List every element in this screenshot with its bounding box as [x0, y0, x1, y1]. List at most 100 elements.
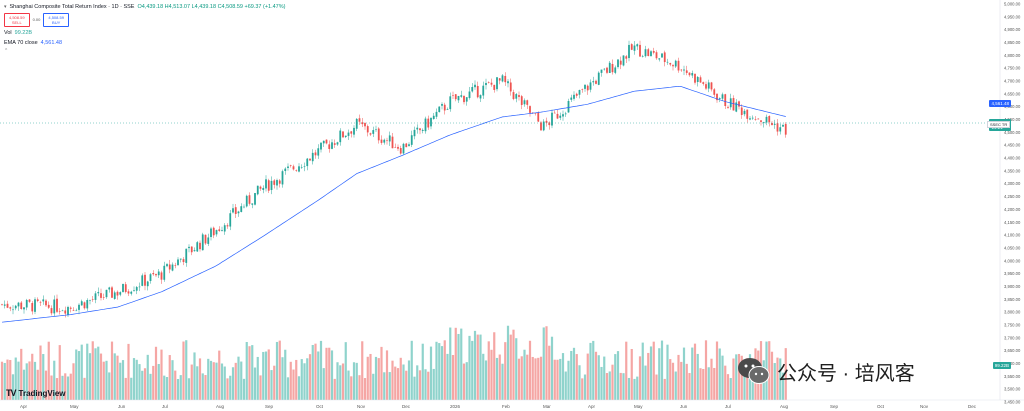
candle-body [328, 144, 331, 149]
candle-body [636, 44, 639, 47]
volume-bar [548, 345, 551, 400]
candle-body [303, 166, 306, 168]
candle-body [586, 85, 589, 91]
volume-bar [784, 348, 787, 400]
volume-bar [498, 354, 501, 400]
candle-body [317, 148, 320, 156]
candle-body [152, 273, 155, 275]
candle-body [278, 180, 281, 184]
volume-indicator-value: 99.22B [14, 30, 33, 36]
candle-body [394, 147, 397, 148]
tradingview-logo[interactable]: TV TradingView [6, 388, 66, 398]
candle-body [542, 121, 545, 131]
volume-bar [187, 378, 191, 400]
volume-bar [116, 355, 119, 400]
price-axis-label: 3,650.00 [1004, 348, 1021, 353]
volume-bar [721, 355, 724, 400]
time-axis-label: Apr [588, 404, 596, 409]
candle-body [333, 143, 336, 145]
candle-body [685, 70, 688, 73]
candle-body [746, 109, 749, 119]
chevron-up-icon[interactable]: ⌃ [4, 48, 9, 54]
candle-body [155, 274, 157, 276]
candle-body [779, 127, 782, 132]
candle-body [347, 132, 350, 136]
volume-bar [704, 340, 708, 400]
volume-bar [105, 360, 108, 400]
volume-bar [732, 358, 735, 400]
sell-button[interactable]: 4,508.59 SELL [4, 13, 30, 27]
volume-bar [273, 365, 276, 400]
indicator-volume[interactable]: Vol 99.22B [4, 29, 285, 37]
candle-body [537, 112, 540, 122]
collapse-icon[interactable]: ▾ [4, 4, 7, 10]
candle-body [1, 304, 3, 305]
volume-bar [484, 360, 488, 400]
candle-body [732, 98, 735, 111]
buy-button[interactable]: 4,508.59 BUY [43, 13, 69, 27]
candle-body [201, 234, 204, 251]
volume-bar [108, 372, 111, 400]
volume-bar [674, 371, 677, 400]
volume-bar [25, 363, 28, 400]
volume-bar [586, 353, 589, 400]
candle-body [633, 45, 636, 51]
candle-body [355, 118, 358, 129]
candle-body [465, 97, 468, 102]
candle-body [688, 72, 691, 76]
indicator-ema[interactable]: EMA 70 close 4,561.48 [4, 39, 285, 47]
candle-body [771, 123, 773, 126]
volume-bar [630, 349, 633, 400]
volume-bar [537, 357, 540, 400]
candle-body [100, 293, 102, 298]
volume-bar [468, 335, 471, 400]
candle-body [12, 309, 14, 311]
candle-body [23, 307, 25, 310]
volume-bar [212, 362, 215, 400]
candle-body [226, 225, 229, 227]
volume-bar [658, 348, 661, 400]
volume-bar [614, 354, 617, 400]
candle-body [108, 287, 111, 290]
price-axis-label: 4,850.00 [1004, 40, 1021, 45]
candle-body [490, 82, 493, 85]
volume-bar [416, 365, 419, 400]
candle-body [474, 84, 476, 88]
candle-body [342, 131, 344, 138]
candle-body [716, 93, 718, 101]
candle-body [683, 69, 685, 71]
volume-bar [688, 373, 691, 400]
candle-body [562, 114, 564, 117]
candle-body [482, 85, 485, 96]
volume-bar [311, 344, 314, 400]
candle-body [102, 297, 105, 298]
candle-body [245, 195, 248, 207]
volume-bar [641, 342, 644, 400]
symbol-title[interactable]: Shanghai Composite Total Return Index · … [9, 4, 135, 10]
candle-body [762, 122, 765, 124]
price-axis-label: 3,500.00 [1004, 387, 1021, 392]
candle-body [190, 246, 193, 253]
chart-legend: ▾ Shanghai Composite Total Return Index … [4, 3, 285, 55]
candle-body [548, 122, 551, 126]
volume-bar [121, 360, 125, 400]
volume-bar [677, 354, 680, 400]
candle-body [421, 129, 424, 131]
candle-body [127, 291, 130, 294]
buy-label: BUY [52, 20, 61, 25]
volume-bar [479, 334, 482, 400]
candle-body [243, 206, 245, 208]
volume-bar [6, 359, 9, 400]
volume-bar [622, 373, 625, 400]
volume-bar [594, 351, 598, 400]
candle-body [366, 126, 369, 133]
candlesticks [1, 40, 787, 318]
price-axis-label: 4,250.00 [1004, 194, 1021, 199]
candle-body [757, 118, 760, 120]
volume-bar [713, 367, 716, 400]
volume-bar [330, 350, 334, 400]
volume-bar [77, 351, 81, 400]
price-axis-label: 4,150.00 [1004, 220, 1021, 225]
volume-bar [31, 353, 34, 400]
